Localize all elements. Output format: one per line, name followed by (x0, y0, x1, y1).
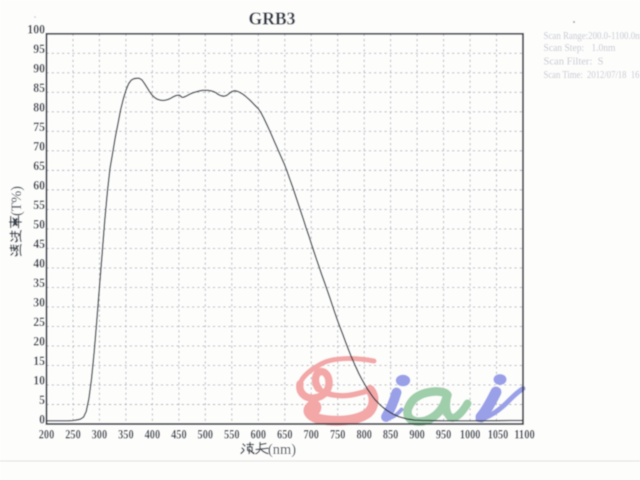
svg-text:GRB3: GRB3 (249, 9, 296, 29)
svg-text:650: 650 (277, 426, 293, 441)
svg-text:450: 450 (171, 426, 187, 441)
svg-text:55: 55 (33, 197, 45, 212)
svg-text:600: 600 (251, 426, 267, 441)
svg-text:400: 400 (145, 426, 161, 441)
svg-text:900: 900 (409, 426, 425, 441)
svg-text:300: 300 (92, 426, 108, 441)
svg-text:45: 45 (33, 236, 45, 251)
svg-text:90: 90 (33, 60, 45, 75)
svg-text:700: 700 (303, 426, 319, 441)
svg-text:Scan Step: 1.0nm: Scan Step: 1.0nm (544, 43, 616, 54)
svg-text:550: 550 (224, 426, 240, 441)
svg-text:200: 200 (39, 426, 55, 441)
svg-text:35: 35 (33, 275, 45, 290)
svg-text:(nm): (nm) (268, 442, 296, 458)
svg-text:250: 250 (65, 426, 81, 441)
svg-text:Scan Time: 2012/07/18 16: Scan Time: 2012/07/18 16 (544, 70, 640, 81)
svg-text:75: 75 (33, 119, 45, 134)
svg-text:1050: 1050 (488, 426, 509, 441)
svg-text:25: 25 (33, 314, 45, 329)
svg-text:85: 85 (33, 80, 45, 95)
svg-text:70: 70 (33, 138, 45, 153)
svg-text:800: 800 (356, 426, 372, 441)
svg-text:80: 80 (33, 99, 45, 114)
svg-text:950: 950 (436, 426, 452, 441)
svg-text:1100: 1100 (514, 426, 535, 441)
svg-text:20: 20 (33, 334, 45, 349)
svg-text:15: 15 (33, 353, 45, 368)
svg-text:500: 500 (198, 426, 214, 441)
svg-text:95: 95 (33, 41, 45, 56)
svg-text:50: 50 (33, 216, 45, 231)
svg-text:40: 40 (33, 255, 45, 270)
svg-text:100: 100 (27, 21, 45, 36)
svg-text:10: 10 (33, 373, 45, 388)
svg-text:Scan Filter: S: Scan Filter: S (544, 57, 604, 68)
svg-text:0: 0 (39, 412, 45, 427)
svg-text:Scan Range:200.0-1100.0nm: Scan Range:200.0-1100.0nm (544, 31, 640, 42)
svg-text:60: 60 (33, 177, 45, 192)
svg-text:(T%): (T%) (9, 186, 25, 216)
svg-text:65: 65 (33, 158, 45, 173)
svg-text:1000: 1000 (460, 426, 481, 441)
svg-text:350: 350 (118, 426, 134, 441)
svg-text:750: 750 (330, 426, 346, 441)
svg-text:30: 30 (33, 294, 45, 309)
svg-text:5: 5 (39, 392, 45, 407)
svg-text:850: 850 (383, 426, 399, 441)
